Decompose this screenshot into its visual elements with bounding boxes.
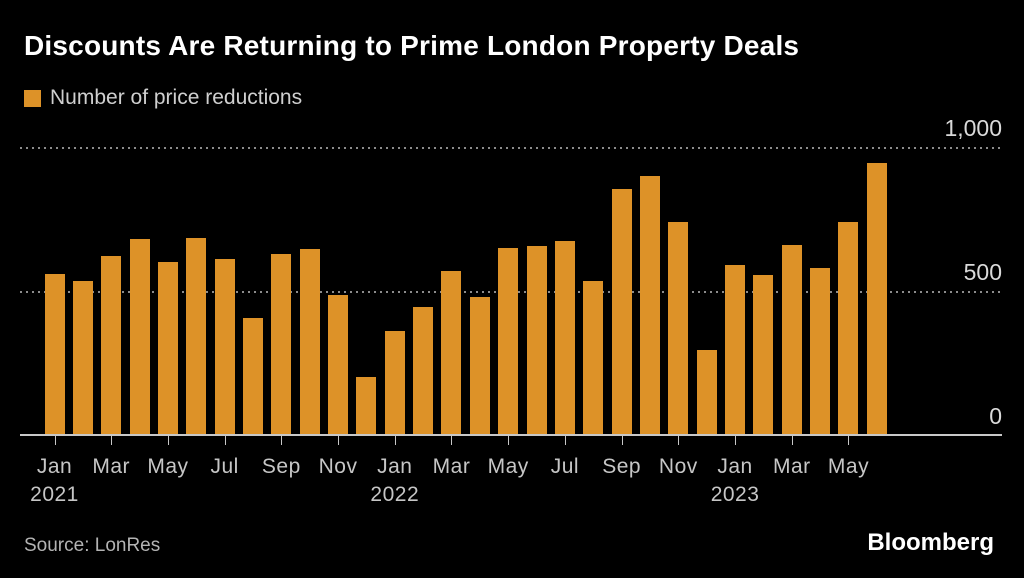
bar <box>413 306 434 435</box>
x-axis-month-label: Jul <box>210 455 239 478</box>
bar <box>214 259 235 435</box>
bar <box>838 221 859 435</box>
bar <box>611 188 632 435</box>
x-axis-month-label: Nov <box>318 455 358 478</box>
x-axis-tick <box>621 436 623 445</box>
x-axis-tick <box>111 436 113 445</box>
x-axis-month-label: Jan <box>717 455 753 478</box>
y-axis-label-0: 0 <box>989 403 1002 429</box>
x-axis-year-label: 2021 <box>30 483 79 506</box>
bar <box>157 262 178 435</box>
y-axis-label-500: 500 <box>963 259 1002 285</box>
x-axis-month-label: May <box>147 455 189 478</box>
bar <box>583 280 604 435</box>
bar <box>753 275 774 435</box>
x-axis-month-label: Sep <box>261 455 301 478</box>
x-axis-month-label: Mar <box>92 455 131 478</box>
bar <box>781 244 802 435</box>
bar <box>186 237 207 435</box>
x-axis-tick <box>678 436 680 445</box>
bar <box>356 377 377 435</box>
bar <box>725 265 746 435</box>
x-axis-month-label: May <box>487 455 529 478</box>
x-axis-year-label: 2023 <box>710 483 760 506</box>
x-axis-tick <box>338 436 340 445</box>
bloomberg-logo: Bloomberg <box>867 529 994 556</box>
x-axis-tick <box>791 436 793 445</box>
bar <box>242 318 263 435</box>
x-axis-month-label: Sep <box>602 455 642 478</box>
x-axis-tick <box>394 436 396 445</box>
x-axis-tick <box>451 436 453 445</box>
bar <box>72 280 93 435</box>
x-axis-tick <box>224 436 226 445</box>
x-axis-year-label: 2022 <box>370 483 420 506</box>
bar <box>696 350 717 435</box>
bar <box>129 239 150 435</box>
source-label: Source: LonRes <box>24 535 161 556</box>
x-axis-month-label: Jan <box>36 455 73 478</box>
bar <box>101 256 122 435</box>
bar <box>526 246 547 435</box>
gridline-1000 <box>20 147 1002 149</box>
bar <box>810 267 831 435</box>
x-axis-month-label: Mar <box>432 455 471 478</box>
bar <box>866 162 887 435</box>
y-axis-label-1000: 1,000 <box>944 115 1002 141</box>
x-axis-tick <box>281 436 283 445</box>
legend-swatch-icon <box>24 89 41 107</box>
x-axis-tick <box>735 436 737 445</box>
x-axis-month-label: Mar <box>772 455 811 478</box>
x-axis-tick <box>848 436 850 445</box>
chart-title: Discounts Are Returning to Prime London … <box>24 30 800 61</box>
bar <box>44 273 65 435</box>
bar <box>299 249 320 435</box>
bar <box>384 331 405 435</box>
bar <box>639 175 660 435</box>
bar <box>498 247 519 435</box>
x-axis-tick <box>167 436 169 445</box>
bar <box>271 253 292 435</box>
x-axis-tick <box>564 436 566 445</box>
x-axis-tick <box>508 436 510 445</box>
x-axis-month-label: Jul <box>550 455 580 478</box>
x-axis-month-label: May <box>827 455 870 478</box>
legend-label: Number of price reductions <box>50 86 303 109</box>
x-axis-month-label: Jan <box>377 455 413 478</box>
bar <box>328 295 349 435</box>
x-axis-month-label: Nov <box>658 455 698 478</box>
bar <box>554 240 575 435</box>
x-axis-line <box>20 434 1002 436</box>
x-axis-tick <box>54 436 56 445</box>
bar <box>441 270 462 435</box>
bar <box>469 296 490 435</box>
bar <box>668 221 689 435</box>
legend: Number of price reductions <box>24 86 302 110</box>
